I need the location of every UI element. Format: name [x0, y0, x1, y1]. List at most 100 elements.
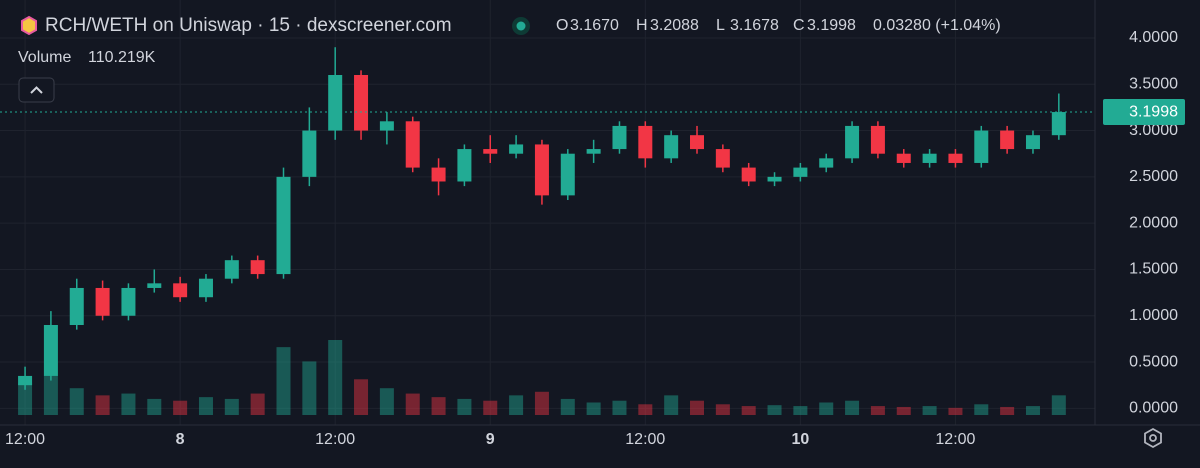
- volume-bar: [741, 406, 756, 415]
- candle-body: [793, 167, 808, 177]
- volume-bar: [173, 400, 188, 415]
- candle-body: [922, 153, 937, 163]
- volume-title: Volume: [18, 49, 71, 66]
- settings-hex: [1144, 427, 1162, 449]
- volume-bar: [690, 400, 705, 415]
- y-tick-label: 1.5000: [1129, 261, 1178, 278]
- volume-bar: [328, 340, 343, 415]
- volume-bar: [276, 347, 291, 415]
- volume-bar: [534, 391, 549, 415]
- volume-bar: [819, 402, 834, 415]
- header: RCH/WETH on Uniswap · 15 · dexscreener.c…: [18, 15, 1001, 103]
- volume-bar: [922, 406, 937, 415]
- volume-bar: [69, 388, 84, 415]
- volume-bar: [948, 407, 963, 415]
- axes: 0.0000 0.5000 1.0000 1.5000 2.0000 2.5000 3.00…: [0, 29, 1185, 448]
- volume-bar: [560, 398, 575, 415]
- candle-body: [870, 125, 885, 154]
- x-tick-label: 12:00: [5, 431, 45, 448]
- candle-body: [224, 260, 239, 279]
- pair-logo: [21, 15, 37, 36]
- candle-body: [95, 287, 110, 316]
- candle-body: [457, 149, 472, 182]
- volume-bar: [224, 398, 239, 415]
- chart-title: RCH/WETH on Uniswap · 15 · dexscreener.c…: [45, 15, 452, 36]
- ohlc-value: 3.2088: [650, 17, 699, 34]
- volume-bar: [250, 393, 265, 415]
- candle-body: [276, 176, 291, 275]
- y-tick-label: 0.5000: [1129, 353, 1178, 370]
- ohlc-value: 3.1678: [730, 17, 779, 34]
- candle-body: [43, 325, 58, 376]
- volume-value: 110.219K: [88, 49, 156, 66]
- last-price-label: 3.1998: [1129, 103, 1178, 120]
- volume-bar: [121, 393, 136, 415]
- y-tick-label: 3.5000: [1129, 75, 1178, 92]
- candle-body: [173, 283, 188, 298]
- candle-body: [509, 144, 524, 154]
- change: 0.03280 (+1.04%): [873, 17, 1001, 34]
- y-tick-label: 2.0000: [1129, 214, 1178, 231]
- volume-bar: [870, 406, 885, 415]
- volume-bar: [896, 406, 911, 415]
- candle-body: [431, 167, 446, 182]
- y-tick-label: 2.5000: [1129, 168, 1178, 185]
- candle-body: [845, 125, 860, 159]
- candle-body: [1000, 130, 1015, 150]
- candle-body: [586, 149, 601, 154]
- volume-bar: [509, 395, 524, 415]
- candle-body: [328, 75, 343, 131]
- settings-icon[interactable]: [1144, 427, 1162, 449]
- candle-body: [534, 144, 549, 196]
- volume-layer: [18, 340, 1066, 415]
- x-tick-label: 12:00: [315, 431, 355, 448]
- candle-body: [198, 278, 213, 298]
- collapse-button[interactable]: [18, 77, 55, 103]
- status-dot-core: [516, 21, 526, 31]
- candle-body: [560, 153, 575, 196]
- candle-layer: [18, 47, 1066, 390]
- volume-bar: [302, 361, 317, 415]
- grid: [0, 0, 1095, 425]
- candle-body: [819, 158, 834, 168]
- volume-bar: [43, 375, 58, 415]
- ohlc-key: O: [556, 17, 568, 34]
- x-tick-label: 12:00: [625, 431, 665, 448]
- candle-body: [974, 130, 989, 163]
- ohlc-legend: O 3.1670 H 3.2088 L 3.1678 C 3.1998: [556, 17, 856, 34]
- volume-bar: [1051, 395, 1066, 415]
- volume-bar: [379, 388, 394, 415]
- x-tick-label: 12:00: [935, 431, 975, 448]
- volume-bar: [147, 398, 162, 415]
- candle-body: [147, 283, 162, 288]
- volume-bar: [767, 405, 782, 415]
- volume-bar: [845, 400, 860, 415]
- candle-body: [715, 149, 730, 168]
- volume-bar: [586, 402, 601, 415]
- volume-bar: [1025, 406, 1040, 415]
- x-tick-label: 10: [791, 431, 809, 448]
- candle-body: [302, 130, 317, 177]
- candle-body: [948, 153, 963, 163]
- candle-body: [741, 167, 756, 182]
- candle-body: [1051, 112, 1066, 136]
- volume-bar: [974, 404, 989, 415]
- last-price-tag: [1103, 99, 1185, 126]
- candle-body: [354, 75, 369, 131]
- volume-bar: [612, 400, 627, 415]
- candle-body: [405, 121, 420, 168]
- candle-body: [18, 375, 33, 386]
- ohlc-key: L: [716, 17, 725, 34]
- volume-bar: [431, 397, 446, 415]
- candle-body: [664, 135, 679, 159]
- candle-body: [690, 135, 705, 150]
- volume-bar: [1000, 406, 1015, 415]
- candle-body: [896, 153, 911, 163]
- candle-body: [379, 121, 394, 131]
- volume-bar: [198, 397, 213, 415]
- y-tick-label: 1.0000: [1129, 307, 1178, 324]
- candle-body: [767, 176, 782, 182]
